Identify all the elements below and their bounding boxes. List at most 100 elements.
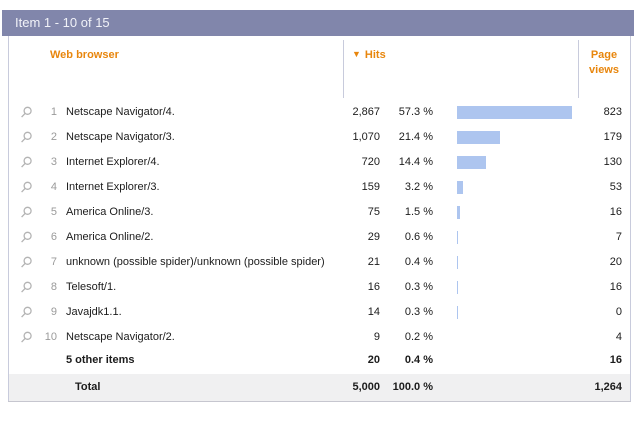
column-header-web-browser[interactable]: Web browser <box>50 49 119 61</box>
browser-name: Javajdk1.1. <box>66 306 122 318</box>
hits-percent: 0.2 % <box>404 331 433 343</box>
total-label: Total <box>75 381 101 393</box>
table-bottom-border <box>8 401 631 402</box>
hits-percent: 0.4 % <box>404 256 433 268</box>
hits-header-label: Hits <box>364 49 386 61</box>
hits-value: 9 <box>373 331 380 343</box>
magnifier-icon[interactable] <box>20 281 33 294</box>
pageviews-value: 20 <box>609 256 622 268</box>
row-rank: 8 <box>50 281 57 293</box>
table-row: 1 Netscape Navigator/4. 2,867 57.3 % 823 <box>0 100 636 125</box>
pageviews-value: 53 <box>609 181 622 193</box>
pageviews-value: 16 <box>609 206 622 218</box>
total-hits-percent: 100.0 % <box>392 381 433 393</box>
hits-percent: 14.4 % <box>398 156 433 168</box>
hits-value: 720 <box>361 156 380 168</box>
hits-value: 14 <box>367 306 380 318</box>
row-rank: 7 <box>50 256 57 268</box>
browser-name: Internet Explorer/3. <box>66 181 160 193</box>
hits-bar <box>457 281 458 294</box>
table-row: 7 unknown (possible spider)/unknown (poss… <box>0 250 636 275</box>
hits-value: 16 <box>367 281 380 293</box>
sort-descending-icon: ▼ <box>352 49 361 59</box>
magnifier-icon[interactable] <box>20 181 33 194</box>
hits-value: 29 <box>367 231 380 243</box>
magnifier-icon[interactable] <box>20 231 33 244</box>
title-bar: Item 1 - 10 of 15 <box>2 10 634 36</box>
magnifier-icon[interactable] <box>20 206 33 219</box>
table-left-border <box>8 36 9 401</box>
hits-bar <box>457 181 463 194</box>
row-rank: 4 <box>50 181 57 193</box>
table-row: 3 Internet Explorer/4. 720 14.4 % 130 <box>0 150 636 175</box>
hits-bar <box>457 306 458 319</box>
hits-bar <box>457 156 486 169</box>
hits-value: 75 <box>367 206 380 218</box>
hits-percent: 0.4 % <box>404 354 433 366</box>
browser-name: unknown (possible spider)/unknown (possi… <box>66 256 325 268</box>
pageviews-value: 179 <box>603 131 622 143</box>
browser-name: America Online/3. <box>66 206 154 218</box>
hits-value: 21 <box>367 256 380 268</box>
pageviews-value: 130 <box>603 156 622 168</box>
hits-bar <box>457 206 460 219</box>
pageviews-value: 0 <box>615 306 622 318</box>
pageviews-value: 7 <box>615 231 622 243</box>
table-row: 10 Netscape Navigator/2. 9 0.2 % 4 <box>0 325 636 350</box>
hits-value: 20 <box>367 354 380 366</box>
total-hits-value: 5,000 <box>352 381 380 393</box>
hits-percent: 0.6 % <box>404 231 433 243</box>
hits-value: 159 <box>361 181 380 193</box>
table-row: 6 America Online/2. 29 0.6 % 7 <box>0 225 636 250</box>
browser-name: Netscape Navigator/2. <box>66 331 175 343</box>
table-row: 8 Telesoft/1. 16 0.3 % 16 <box>0 275 636 300</box>
column-divider <box>343 40 344 98</box>
pageviews-value: 16 <box>609 354 622 366</box>
table-row: 9 Javajdk1.1. 14 0.3 % 0 <box>0 300 636 325</box>
row-rank: 3 <box>50 156 57 168</box>
browser-name: Internet Explorer/4. <box>66 156 160 168</box>
hits-percent: 21.4 % <box>398 131 433 143</box>
row-rank: 10 <box>44 331 57 343</box>
browser-name: America Online/2. <box>66 231 154 243</box>
row-rank: 5 <box>50 206 57 218</box>
table-right-border <box>630 36 631 401</box>
column-header-hits[interactable]: ▼ Hits <box>352 49 386 61</box>
magnifier-icon[interactable] <box>20 106 33 119</box>
hits-percent: 3.2 % <box>404 181 433 193</box>
pageviews-value: 823 <box>603 106 622 118</box>
row-rank: 1 <box>50 106 57 118</box>
pageviews-value: 16 <box>609 281 622 293</box>
hits-percent: 1.5 % <box>404 206 433 218</box>
pageviews-value: 4 <box>615 331 622 343</box>
other-items-label: 5 other items <box>66 354 135 366</box>
hits-bar <box>457 231 458 244</box>
other-items-row: 5 other items 20 0.4 % 16 <box>0 348 636 373</box>
magnifier-icon[interactable] <box>20 131 33 144</box>
browser-name: Telesoft/1. <box>66 281 117 293</box>
table-row: 5 America Online/3. 75 1.5 % 16 <box>0 200 636 225</box>
magnifier-icon[interactable] <box>20 306 33 319</box>
hits-bar <box>457 106 572 119</box>
row-rank: 9 <box>50 306 57 318</box>
magnifier-icon[interactable] <box>20 156 33 169</box>
magnifier-icon[interactable] <box>20 256 33 269</box>
item-range-label: Item 1 - 10 of 15 <box>15 15 110 30</box>
table-row: 4 Internet Explorer/3. 159 3.2 % 53 <box>0 175 636 200</box>
hits-percent: 0.3 % <box>404 281 433 293</box>
browser-name: Netscape Navigator/3. <box>66 131 175 143</box>
column-divider <box>578 40 579 98</box>
table-row: 2 Netscape Navigator/3. 1,070 21.4 % 179 <box>0 125 636 150</box>
hits-value: 1,070 <box>352 131 380 143</box>
total-row: Total 5,000 100.0 % 1,264 <box>9 374 630 401</box>
hits-bar <box>457 131 500 144</box>
row-rank: 2 <box>50 131 57 143</box>
total-pageviews-value: 1,264 <box>594 381 622 393</box>
hits-percent: 57.3 % <box>398 106 433 118</box>
hits-value: 2,867 <box>352 106 380 118</box>
hits-bar <box>457 256 458 269</box>
column-header-page-views[interactable]: Page views <box>589 49 619 76</box>
browser-name: Netscape Navigator/4. <box>66 106 175 118</box>
magnifier-icon[interactable] <box>20 331 33 344</box>
